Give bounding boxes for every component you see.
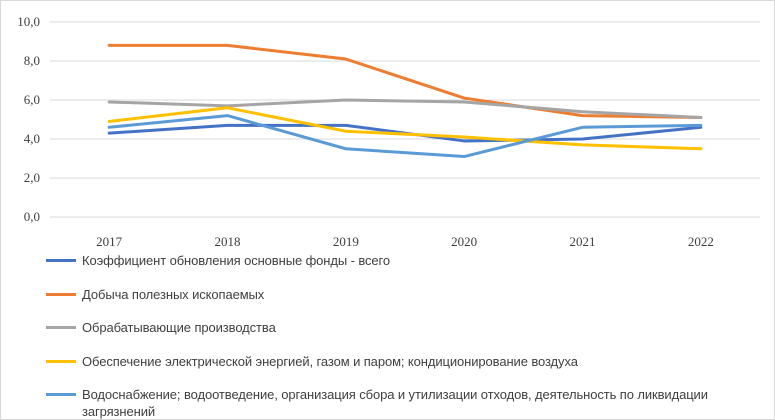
series-line-2 xyxy=(107,98,703,120)
x-axis-ticks: 2017 2018 2019 2020 2021 2022 xyxy=(96,234,714,249)
legend-swatch xyxy=(46,326,76,329)
y-axis-ticks: 0,0 2,0 4,0 6,0 8,0 10,0 xyxy=(17,14,40,224)
y-tick-label: 8,0 xyxy=(24,53,40,68)
legend-swatch xyxy=(46,293,76,296)
line-chart: 0,0 2,0 4,0 6,0 8,0 10,0 2017 2018 2019 2020 2021… xyxy=(17,14,760,249)
series-line-3 xyxy=(107,106,703,151)
legend-label: Обеспечение электрической энергией, газо… xyxy=(82,354,578,369)
legend-item-water: Водоснабжение; водоотведение, организаци… xyxy=(46,386,767,420)
x-tick-label: 2018 xyxy=(215,234,241,249)
grid-lines xyxy=(50,21,760,218)
legend-swatch xyxy=(46,360,76,363)
legend-label: Водоснабжение; водоотведение, организаци… xyxy=(82,387,708,419)
series-line-1 xyxy=(107,43,703,120)
legend-swatch xyxy=(46,393,76,396)
legend-label: Добыча полезных ископаемых xyxy=(82,287,265,302)
legend-item-total: Коэффициент обновления основные фонды - … xyxy=(46,252,767,269)
y-tick-label: 2,0 xyxy=(24,170,40,185)
y-tick-label: 4,0 xyxy=(24,131,40,146)
y-tick-label: 6,0 xyxy=(24,92,40,107)
legend-item-manufacturing: Обрабатывающие производства xyxy=(46,319,767,336)
series-line-4 xyxy=(107,114,703,159)
x-tick-label: 2019 xyxy=(333,234,359,249)
legend-swatch xyxy=(46,259,76,262)
legend-label: Коэффициент обновления основные фонды - … xyxy=(82,253,391,268)
x-tick-label: 2020 xyxy=(451,234,477,249)
series-lines xyxy=(107,43,703,159)
legend-item-mining: Добыча полезных ископаемых xyxy=(46,286,767,303)
x-tick-label: 2021 xyxy=(570,234,596,249)
x-tick-label: 2022 xyxy=(688,234,714,249)
x-tick-label: 2017 xyxy=(96,234,123,249)
legend-label: Обрабатывающие производства xyxy=(82,320,276,335)
legend-item-energy: Обеспечение электрической энергией, газо… xyxy=(46,353,767,370)
y-tick-label: 0,0 xyxy=(24,209,40,224)
y-tick-label: 10,0 xyxy=(17,14,40,29)
